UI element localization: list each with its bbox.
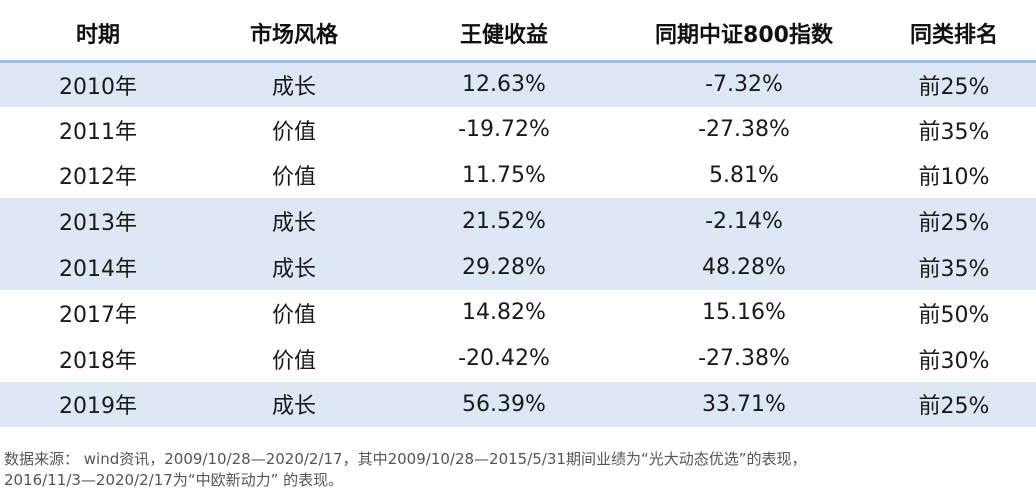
cell-wangjian-return: 29.28% (462, 254, 546, 280)
cell-period: 2011年 (59, 119, 137, 145)
header-period: 时期 (75, 22, 120, 48)
cell-csi800-return: 5.81% (709, 162, 779, 188)
cell-market-style: 价值 (271, 119, 316, 145)
header-peer-rank: 同类排名 (909, 22, 998, 48)
cell-market-style: 成长 (271, 211, 316, 237)
performance-table-container: 时期 市场风格 王健收益 同期中证800指数 同类排名 2010年 成长 12.… (0, 6, 1036, 428)
table-row: 2017年 价值 14.82% 15.16% 前50% (0, 290, 1036, 336)
table-row: 2011年 价值 -19.72% -27.38% 前35% (0, 107, 1036, 153)
header-row: 时期 市场风格 王健收益 同期中证800指数 同类排名 (0, 6, 1036, 61)
cell-csi800-return: -27.38% (698, 117, 790, 143)
cell-period: 2018年 (59, 348, 137, 374)
cell-peer-rank: 前25% (918, 74, 990, 100)
cell-peer-rank: 前25% (918, 394, 990, 420)
table-header: 时期 市场风格 王健收益 同期中证800指数 同类排名 (0, 6, 1036, 61)
table-row: 2014年 成长 29.28% 48.28% 前35% (0, 244, 1036, 290)
footnote-line-1: 数据来源： wind资讯，2009/10/28—2020/2/17，其中2009… (4, 450, 807, 468)
cell-wangjian-return: 12.63% (462, 72, 546, 98)
cell-wangjian-return: -20.42% (458, 346, 550, 372)
cell-market-style: 成长 (271, 74, 316, 100)
header-csi800-return: 同期中证800指数 (655, 22, 833, 48)
table-row: 2018年 价值 -20.42% -27.38% 前30% (0, 336, 1036, 382)
cell-wangjian-return: 56.39% (462, 391, 546, 417)
footnote-line-2: 2016/11/3—2020/2/17为“中欧新动力” 的表现。 (4, 471, 344, 489)
cell-period: 2014年 (59, 257, 137, 283)
cell-period: 2010年 (59, 74, 137, 100)
table-row: 2013年 成长 21.52% -2.14% 前25% (0, 198, 1036, 245)
cell-peer-rank: 前25% (918, 211, 990, 237)
cell-peer-rank: 前35% (918, 119, 990, 145)
cell-csi800-return: -27.38% (698, 346, 790, 372)
cell-peer-rank: 前50% (918, 302, 990, 328)
cell-wangjian-return: 21.52% (462, 208, 546, 234)
table-row: 2012年 价值 11.75% 5.81% 前10% (0, 153, 1036, 199)
cell-market-style: 价值 (271, 302, 316, 328)
cell-csi800-return: -7.32% (705, 72, 783, 98)
source-footnote: 数据来源： wind资讯，2009/10/28—2020/2/17，其中2009… (4, 449, 1032, 491)
cell-csi800-return: 33.71% (702, 391, 786, 417)
cell-period: 2019年 (59, 394, 137, 420)
cell-market-style: 成长 (271, 394, 316, 420)
cell-market-style: 价值 (271, 348, 316, 374)
cell-peer-rank: 前35% (918, 257, 990, 283)
cell-csi800-return: 15.16% (702, 300, 786, 326)
table-row: 2010年 成长 12.63% -7.32% 前25% (0, 61, 1036, 107)
table-row: 2019年 成长 56.39% 33.71% 前25% (0, 381, 1036, 428)
cell-period: 2013年 (59, 211, 137, 237)
cell-peer-rank: 前30% (918, 348, 990, 374)
cell-wangjian-return: 14.82% (462, 300, 546, 326)
table-body: 2010年 成长 12.63% -7.32% 前25% 2011年 价值 -19… (0, 61, 1036, 428)
cell-market-style: 价值 (271, 165, 316, 191)
performance-table: 时期 市场风格 王健收益 同期中证800指数 同类排名 2010年 成长 12.… (0, 6, 1036, 428)
cell-period: 2012年 (59, 165, 137, 191)
cell-csi800-return: -2.14% (705, 208, 783, 234)
cell-csi800-return: 48.28% (702, 254, 786, 280)
header-market-style: 市场风格 (249, 22, 338, 48)
cell-wangjian-return: 11.75% (462, 162, 546, 188)
cell-period: 2017年 (59, 302, 137, 328)
cell-market-style: 成长 (271, 257, 316, 283)
header-wangjian-return: 王健收益 (459, 22, 548, 48)
cell-wangjian-return: -19.72% (458, 117, 550, 143)
cell-peer-rank: 前10% (918, 165, 990, 191)
